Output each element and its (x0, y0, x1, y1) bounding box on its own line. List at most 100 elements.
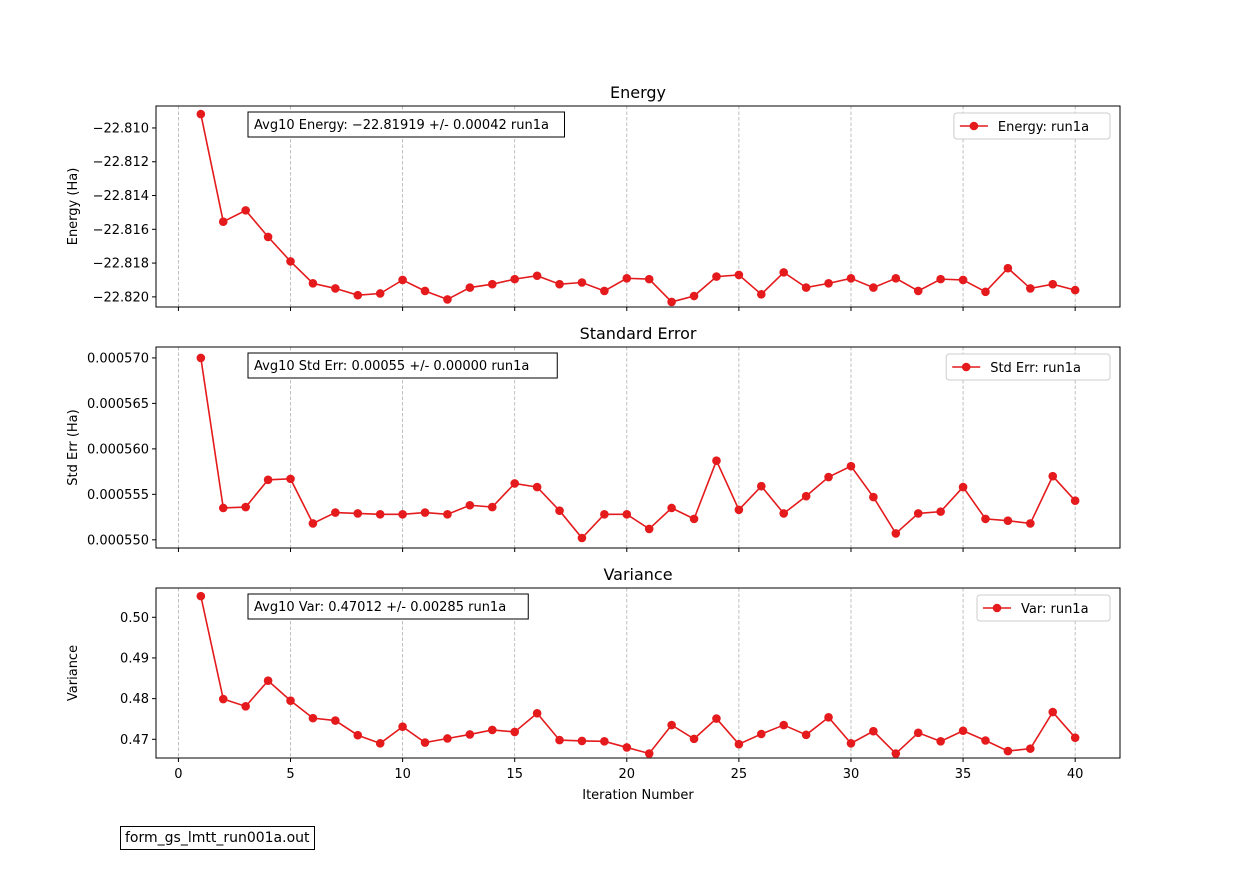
data-point (1026, 284, 1035, 293)
legend: Energy: run1a (953, 112, 1111, 140)
data-point (308, 519, 318, 528)
data-point (510, 274, 519, 284)
data-point (443, 510, 452, 519)
data-point (420, 738, 430, 747)
filename-label: form_gs_lmtt_run001a.out (120, 826, 315, 850)
y-tick-label: 0.000555 (87, 488, 149, 503)
data-point (1048, 279, 1058, 289)
subplot-title: Variance (603, 565, 672, 584)
data-point (757, 290, 766, 299)
data-point (801, 730, 811, 740)
data-point (353, 730, 363, 740)
data-point (353, 290, 363, 300)
y-tick-label: 0.50 (120, 611, 149, 626)
series-line (200, 113, 1076, 303)
y-tick-label: 0.000550 (87, 533, 149, 548)
data-point (577, 533, 587, 543)
y-tick-label: −22.810 (93, 121, 149, 136)
data-point (779, 720, 789, 730)
annotation-box (247, 352, 558, 379)
data-point (689, 734, 699, 744)
data-point (465, 730, 475, 739)
data-point (443, 734, 452, 743)
data-point (218, 503, 228, 513)
y-tick-label: 0.000570 (87, 351, 149, 366)
data-point (286, 696, 295, 705)
x-tick-label: 25 (731, 767, 748, 782)
data-point (555, 735, 564, 745)
data-point (757, 481, 766, 491)
data-point (398, 275, 407, 285)
y-tick-label: 0.48 (120, 692, 149, 707)
legend-marker (961, 362, 971, 372)
data-point (1003, 746, 1013, 756)
x-tick-label: 5 (286, 767, 294, 782)
legend-label: Var: run1a (1021, 602, 1089, 617)
x-tick-label: 35 (955, 767, 972, 782)
data-point (196, 591, 206, 601)
data-point (1026, 519, 1035, 528)
data-point (555, 279, 564, 289)
annotation-text: Avg10 Energy: −22.81919 +/- 0.00042 run1… (254, 118, 549, 133)
data-point (286, 474, 295, 484)
y-tick-label: 0.49 (120, 651, 149, 666)
subplot-2: Standard Error Std Err (Ha) 0.000570 0.0005… (66, 324, 1121, 552)
y-tick-label: −22.820 (93, 290, 149, 305)
data-point (196, 353, 206, 363)
data-point (331, 716, 340, 725)
data-point (913, 728, 923, 738)
data-point (555, 506, 564, 516)
annotation-box (247, 593, 529, 620)
data-point (734, 270, 744, 280)
subplot-3: Variance Variance 0.50 0.49 0.48 0.47 0 5 10 15 20… (66, 565, 1121, 782)
data-point (644, 274, 654, 284)
data-point (600, 286, 609, 296)
legend-label: Energy: run1a (998, 120, 1089, 135)
subplot-title: Energy (610, 83, 666, 102)
data-point (420, 508, 430, 517)
data-point (846, 739, 856, 748)
data-point (487, 502, 497, 512)
axes-frame (155, 105, 1121, 308)
series-line (200, 357, 1076, 540)
data-point (667, 503, 676, 513)
data-point (331, 284, 340, 293)
data-point (712, 714, 721, 723)
annotation-box (247, 111, 565, 138)
data-point (824, 472, 833, 482)
data-point (1048, 707, 1058, 717)
data-point (801, 283, 811, 292)
data-point (1070, 733, 1080, 742)
data-point (532, 271, 542, 281)
data-point (398, 722, 407, 731)
data-point (577, 736, 587, 746)
data-point (398, 510, 407, 519)
data-point (1003, 263, 1013, 273)
data-point (913, 286, 923, 296)
data-point (689, 514, 699, 524)
legend-box (945, 353, 1111, 381)
y-tick-label: −22.818 (93, 257, 149, 272)
data-point (869, 726, 878, 736)
data-point (443, 295, 452, 304)
legend: Std Err: run1a (945, 353, 1111, 381)
data-point (487, 279, 497, 289)
data-point (331, 508, 340, 517)
data-point (1003, 516, 1013, 526)
y-tick-label: 0.000565 (87, 397, 149, 412)
data-point (913, 509, 923, 518)
x-tick-label: 30 (843, 767, 860, 782)
subplot-1: Energy Energy (Ha) −22.810 −22.812 −22.814 −2… (66, 83, 1121, 311)
stats-annotation: Avg10 Energy: −22.81919 +/- 0.00042 run1… (247, 111, 565, 138)
data-point (353, 509, 363, 518)
data-point (218, 694, 228, 704)
data-point (375, 510, 385, 519)
legend-label: Std Err: run1a (990, 361, 1081, 376)
data-point (891, 749, 901, 758)
data-point (510, 727, 519, 737)
data-point (644, 524, 654, 534)
axes-frame (155, 346, 1121, 549)
data-point (667, 297, 676, 307)
data-point (622, 743, 632, 752)
